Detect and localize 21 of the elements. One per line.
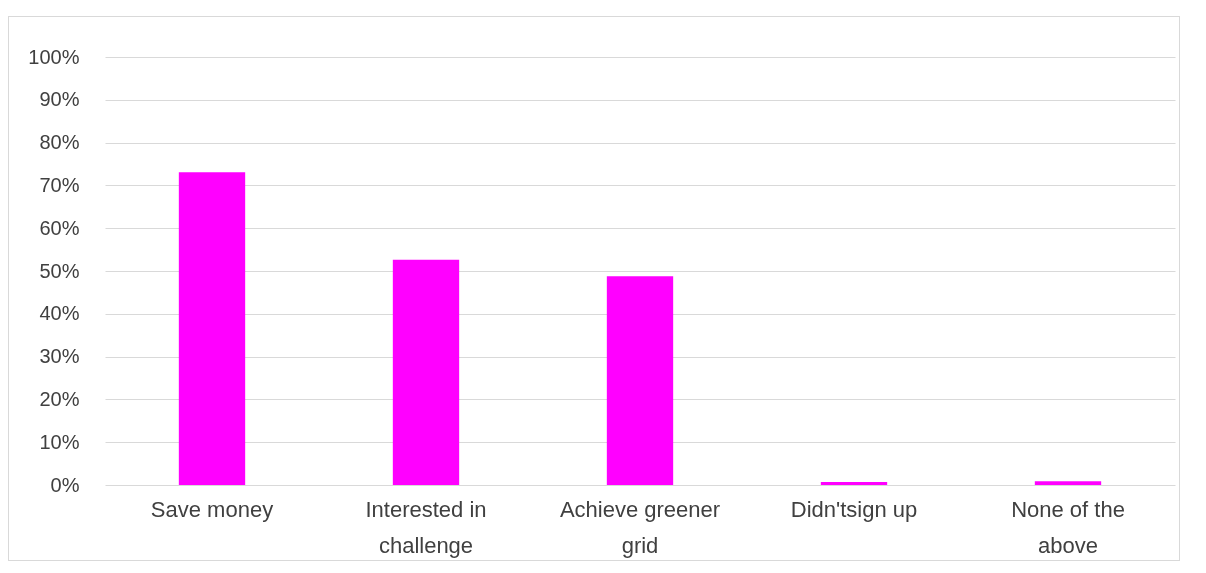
y-tick-label: 20% bbox=[39, 387, 80, 410]
y-tick-label: 80% bbox=[39, 131, 80, 154]
y-tick-label: 100% bbox=[28, 45, 80, 68]
y-tick-label: 70% bbox=[39, 173, 80, 196]
bar bbox=[392, 259, 460, 485]
x-tick-label: Achieve greener grid bbox=[559, 496, 721, 558]
bar bbox=[606, 276, 674, 485]
x-tick-label: Save money bbox=[150, 496, 274, 522]
y-tick-label: 40% bbox=[39, 302, 80, 325]
y-tick-label: 0% bbox=[50, 473, 80, 496]
y-tick-label: 10% bbox=[39, 430, 80, 453]
y-tick-label: 30% bbox=[39, 345, 80, 368]
bar bbox=[178, 172, 246, 485]
bar bbox=[820, 482, 888, 485]
x-tick-label: Interested in challenge bbox=[365, 496, 487, 558]
y-tick-label: 60% bbox=[39, 216, 80, 239]
bar bbox=[1034, 481, 1102, 485]
y-tick-label: 50% bbox=[39, 259, 80, 282]
x-tick-label: None of the above bbox=[1011, 496, 1125, 558]
x-tick-label: Didn'tsign up bbox=[790, 496, 918, 522]
y-tick-label: 90% bbox=[39, 88, 80, 111]
